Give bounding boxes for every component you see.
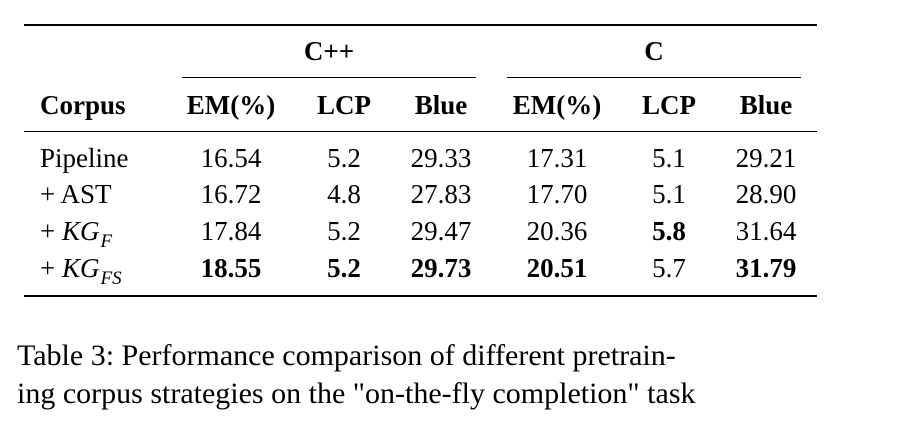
column-header-cpp-lcp: LCP — [317, 90, 371, 120]
cpp-group-underline — [182, 77, 476, 78]
table-cell: 5.1 — [652, 179, 686, 209]
table-cell: 17.31 — [526, 143, 588, 173]
group-header-c: C — [644, 36, 664, 66]
table-caption-line-2: ing corpus strategies on the "on-the-fly… — [17, 377, 696, 410]
bottom-rule — [24, 295, 817, 297]
row-label-ast: + AST — [40, 179, 112, 209]
table-cell: 17.84 — [200, 216, 262, 246]
table-cell: 5.1 — [652, 143, 686, 173]
table-cell: 5.2 — [327, 143, 361, 173]
table-cell: 5.2 — [327, 253, 361, 283]
group-header-cpp: C++ — [303, 36, 355, 66]
table-cell: 5.7 — [652, 253, 686, 283]
column-header-c-blue: Blue — [739, 90, 793, 120]
column-header-c-lcp: LCP — [642, 90, 696, 120]
table-cell: 29.73 — [410, 253, 472, 283]
table-cell: 31.79 — [735, 253, 797, 283]
column-header-cpp-blue: Blue — [414, 90, 468, 120]
table-cell: 29.21 — [735, 143, 797, 173]
column-header-corpus: Corpus — [40, 90, 126, 120]
table-cell: 5.8 — [652, 216, 686, 246]
table-cell: 29.33 — [410, 143, 472, 173]
top-rule — [24, 24, 817, 26]
table-cell: 16.54 — [200, 143, 262, 173]
row-label-kgfs: + KGFS — [40, 253, 122, 289]
table-cell: 20.51 — [526, 253, 588, 283]
column-header-c-em: EM(%) — [512, 90, 602, 120]
table-cell: 5.2 — [327, 216, 361, 246]
table-cell: 4.8 — [327, 179, 361, 209]
table-cell: 17.70 — [526, 179, 588, 209]
table-cell: 29.47 — [410, 216, 472, 246]
header-rule — [24, 131, 817, 132]
table-cell: 18.55 — [200, 253, 262, 283]
table-caption-line-1: Table 3: Performance comparison of diffe… — [17, 339, 676, 372]
column-header-cpp-em: EM(%) — [186, 90, 276, 120]
row-label-kgf: + KGF — [40, 216, 113, 252]
table-cell: 20.36 — [526, 216, 588, 246]
table-cell: 27.83 — [410, 179, 472, 209]
table-cell: 28.90 — [735, 179, 797, 209]
table-cell: 31.64 — [735, 216, 797, 246]
row-label-pipeline: Pipeline — [40, 143, 129, 173]
table-cell: 16.72 — [200, 179, 262, 209]
c-group-underline — [507, 77, 801, 78]
